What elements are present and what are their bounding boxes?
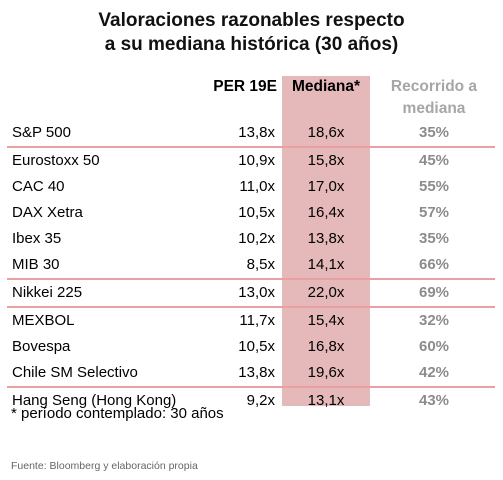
median-value: 15,8x xyxy=(307,152,345,169)
median-value: 16,8x xyxy=(307,338,345,355)
table-row: Nikkei 225 13,0x 22,0x 69% xyxy=(7,280,495,308)
median-value: 18,6x xyxy=(307,124,345,141)
median-column-highlight xyxy=(282,76,370,406)
median-value: 15,4x xyxy=(307,312,345,329)
per-value: 13,0x xyxy=(238,284,275,301)
median-value: 17,0x xyxy=(307,178,345,195)
index-name: Bovespa xyxy=(12,338,71,355)
per-value: 8,5x xyxy=(246,256,275,273)
range-value: 42% xyxy=(418,364,450,381)
table-row: MEXBOL 11,7x 15,4x 32% xyxy=(7,308,495,334)
per-value: 9,2x xyxy=(246,392,275,409)
index-name: S&P 500 xyxy=(12,124,71,141)
title-line-2: a su mediana histórica (30 años) xyxy=(104,34,399,55)
range-value: 45% xyxy=(418,152,450,169)
source-note: Fuente: Bloomberg y elaboración propia xyxy=(11,460,198,472)
table-row: DAX Xetra 10,5x 16,4x 57% xyxy=(7,200,495,226)
header-per: PER 19E xyxy=(213,78,277,95)
range-value: 32% xyxy=(418,312,450,329)
table-row: MIB 30 8,5x 14,1x 66% xyxy=(7,252,495,280)
table-row: Ibex 35 10,2x 13,8x 35% xyxy=(7,226,495,252)
table-body: S&P 500 13,8x 18,6x 35% Eurostoxx 50 10,… xyxy=(7,120,495,414)
index-name: CAC 40 xyxy=(12,178,65,195)
page-title: Valoraciones razonables respecto a su me… xyxy=(0,9,503,57)
index-name: Chile SM Selectivo xyxy=(12,364,138,381)
median-value: 22,0x xyxy=(307,284,345,301)
per-value: 13,8x xyxy=(238,124,275,141)
table-row: S&P 500 13,8x 18,6x 35% xyxy=(7,120,495,148)
title-line-1: Valoraciones razonables respecto xyxy=(98,10,405,31)
per-value: 11,7x xyxy=(239,312,275,329)
table-row: CAC 40 11,0x 17,0x 55% xyxy=(7,174,495,200)
index-name: DAX Xetra xyxy=(12,204,83,221)
range-value: 60% xyxy=(418,338,450,355)
per-value: 10,9x xyxy=(238,152,275,169)
per-value: 10,5x xyxy=(238,338,275,355)
median-value: 14,1x xyxy=(307,256,345,273)
index-name: Nikkei 225 xyxy=(12,284,83,301)
per-value: 11,0x xyxy=(239,178,275,195)
index-name: Hang Seng (Hong Kong) xyxy=(12,392,177,409)
range-value: 66% xyxy=(418,256,450,273)
per-value: 10,5x xyxy=(238,204,275,221)
index-name: MEXBOL xyxy=(12,312,75,329)
table-row: Eurostoxx 50 10,9x 15,8x 45% xyxy=(7,148,495,174)
footnote: * período contemplado: 30 años xyxy=(11,405,224,422)
table-row: Chile SM Selectivo 13,8x 19,6x 42% xyxy=(7,360,495,388)
header-range-line-1: Recorrido a xyxy=(390,78,478,95)
per-value: 13,8x xyxy=(238,364,275,381)
index-name: Ibex 35 xyxy=(12,230,62,247)
table-row: Bovespa 10,5x 16,8x 60% xyxy=(7,334,495,360)
range-value: 55% xyxy=(418,178,450,195)
median-value: 19,6x xyxy=(307,364,345,381)
range-value: 69% xyxy=(418,284,450,301)
header-range: Recorrido a mediana xyxy=(375,76,493,120)
median-value: 13,8x xyxy=(307,230,345,247)
range-value: 57% xyxy=(418,204,450,221)
median-value: 16,4x xyxy=(307,204,345,221)
index-name: Eurostoxx 50 xyxy=(12,152,100,169)
header-range-line-2: mediana xyxy=(402,100,466,117)
range-value: 35% xyxy=(418,230,450,247)
median-value: 13,1x xyxy=(307,392,345,409)
range-value: 35% xyxy=(418,124,450,141)
index-name: MIB 30 xyxy=(12,256,60,273)
table-row: Hang Seng (Hong Kong) 9,2x 13,1x 43% xyxy=(7,388,495,414)
header-median: Mediana* xyxy=(291,78,361,95)
per-value: 10,2x xyxy=(238,230,275,247)
range-value: 43% xyxy=(418,392,450,409)
